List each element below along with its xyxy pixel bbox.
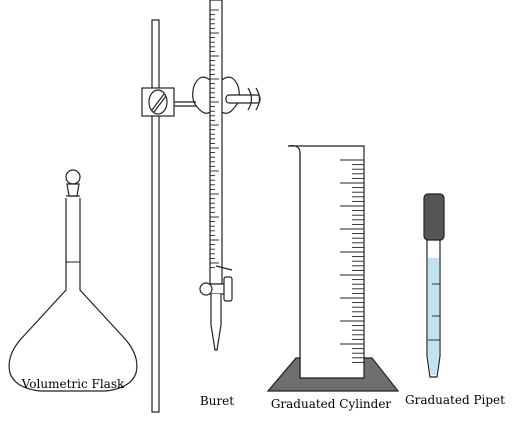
clamp-holder-knob xyxy=(148,89,168,115)
pipet-label: Graduated Pipet xyxy=(405,393,505,407)
buret-graduations xyxy=(210,9,219,269)
pipet-liquid xyxy=(428,258,439,375)
cylinder-graduations xyxy=(340,159,364,363)
volumetric-flask xyxy=(8,169,138,392)
clamp-arm-left xyxy=(192,76,211,109)
cylinder-body xyxy=(287,145,365,379)
buret-tip xyxy=(210,294,222,351)
stand-rod xyxy=(151,19,160,413)
graduated-pipet xyxy=(423,193,445,378)
flask-body xyxy=(8,198,138,392)
flask-stopper-plug xyxy=(66,183,80,197)
flask-label: Volumetric Flask xyxy=(21,377,125,391)
buret xyxy=(141,0,261,351)
stopcock-handle-right xyxy=(223,276,233,302)
cylinder-label: Graduated Cylinder xyxy=(271,397,392,411)
clamp-screw xyxy=(225,94,261,104)
flask-stopper-knob xyxy=(65,169,81,185)
stopcock-handle-left xyxy=(199,282,213,296)
pipet-bulb xyxy=(423,193,445,241)
buret-label: Buret xyxy=(200,394,234,408)
graduated-cylinder xyxy=(266,145,400,392)
